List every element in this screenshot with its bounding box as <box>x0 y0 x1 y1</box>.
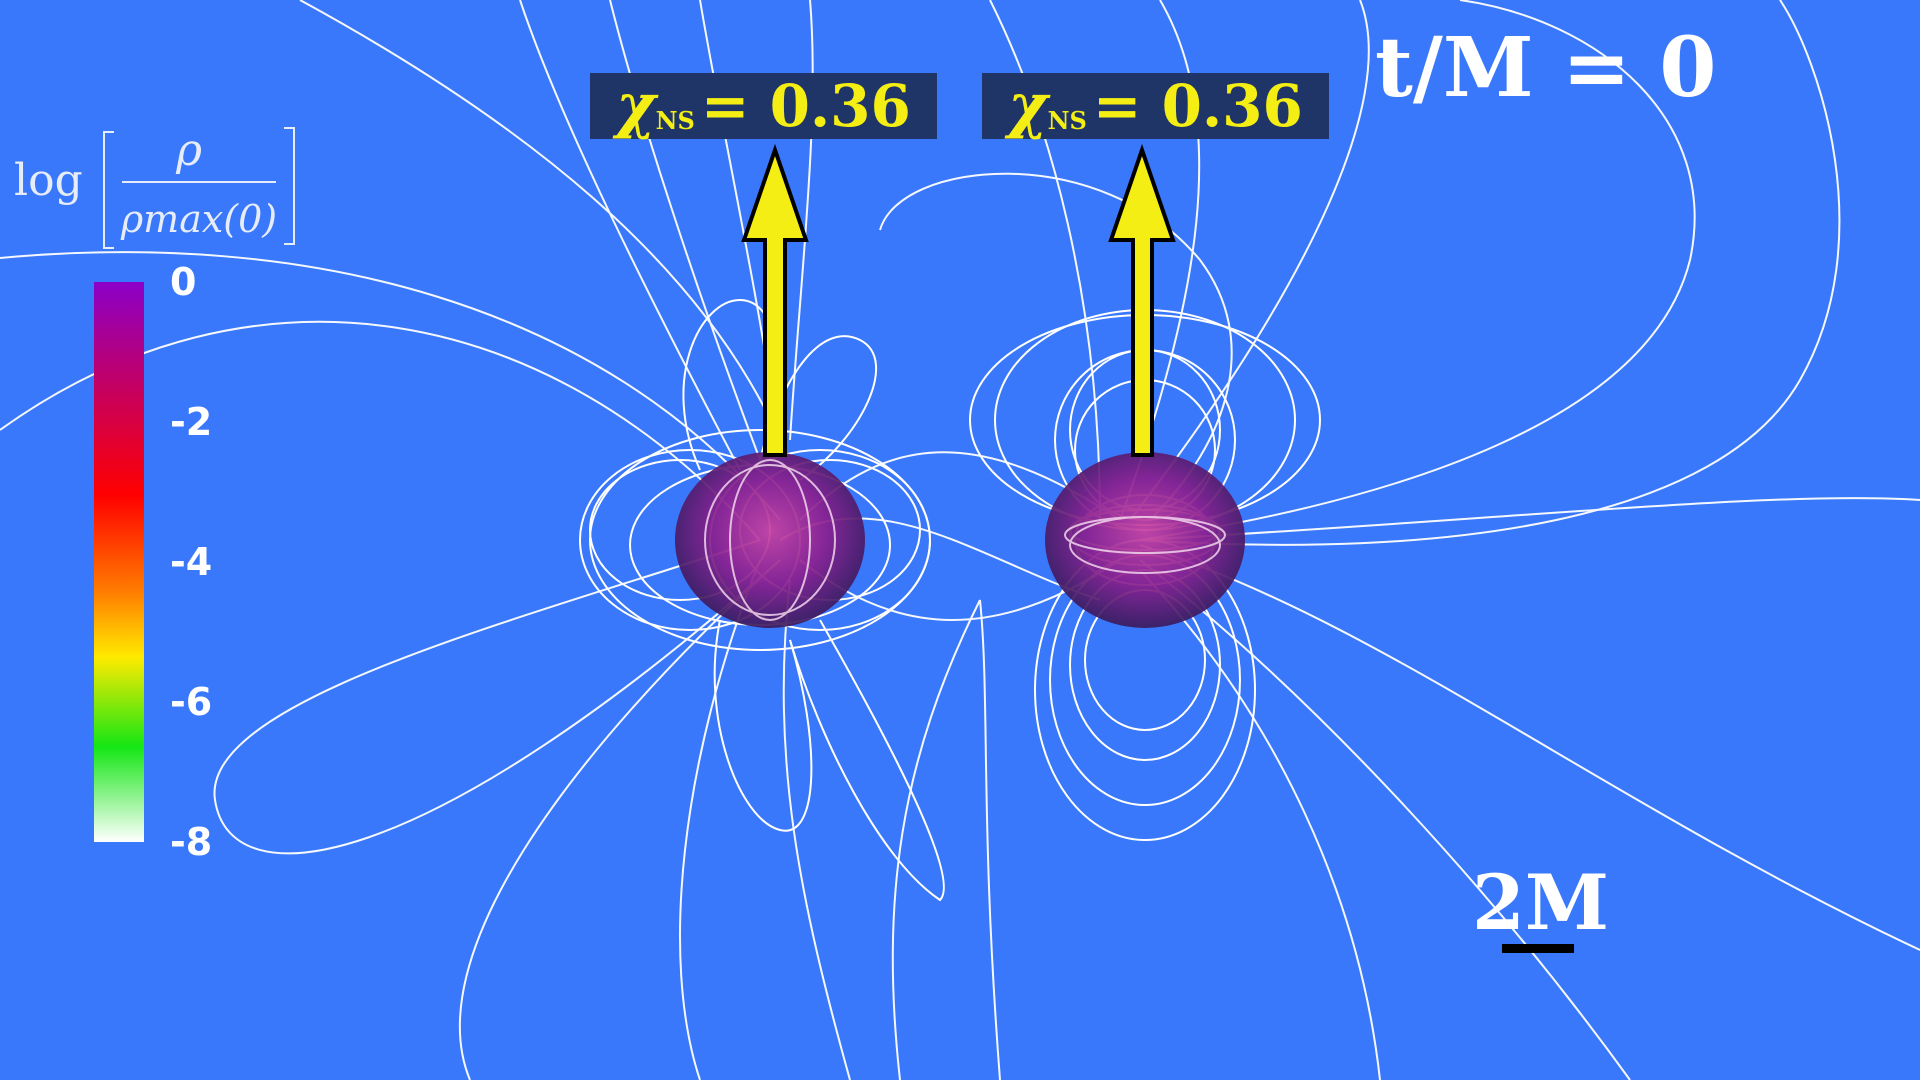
spin-value: = 0.36 <box>1092 72 1303 140</box>
colorbar-denominator: ρmax(0) <box>120 197 277 241</box>
time-label: t/M = 0 <box>1375 20 1717 116</box>
colorbar-tick: -4 <box>170 540 213 584</box>
chi-subscript: NS <box>1047 105 1087 135</box>
chi-symbol: χ <box>1008 71 1048 141</box>
chi-subscript: NS <box>655 105 695 135</box>
left-spin-arrow <box>741 143 809 457</box>
spin-value: = 0.36 <box>700 72 911 140</box>
left-spin-label: χ NS = 0.36 <box>590 71 937 141</box>
chi-symbol: χ <box>616 71 656 141</box>
star-surface-loops <box>704 459 1226 621</box>
colorbar-numerator: ρ <box>175 125 202 176</box>
right-spin-arrow <box>1108 143 1176 457</box>
colorbar-log: log <box>14 155 83 206</box>
right-spin-label: χ NS = 0.36 <box>982 71 1329 141</box>
colorbar-tick: -2 <box>170 400 213 444</box>
colorbar-tick: -6 <box>170 680 213 724</box>
scale-label: 2M <box>1472 858 1610 947</box>
colorbar-title: log ρ ρmax(0) <box>14 120 304 264</box>
colorbar-tick: -8 <box>170 820 213 864</box>
scale-bar <box>1502 944 1574 953</box>
right-neutron-star <box>1045 452 1245 628</box>
colorbar <box>94 282 144 842</box>
left-neutron-star <box>675 452 865 628</box>
colorbar-tick: 0 <box>170 260 197 304</box>
